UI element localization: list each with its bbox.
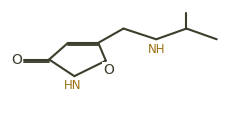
Text: HN: HN bbox=[64, 79, 82, 92]
Text: O: O bbox=[103, 63, 114, 77]
Text: NH: NH bbox=[147, 43, 165, 56]
Text: O: O bbox=[11, 52, 22, 67]
